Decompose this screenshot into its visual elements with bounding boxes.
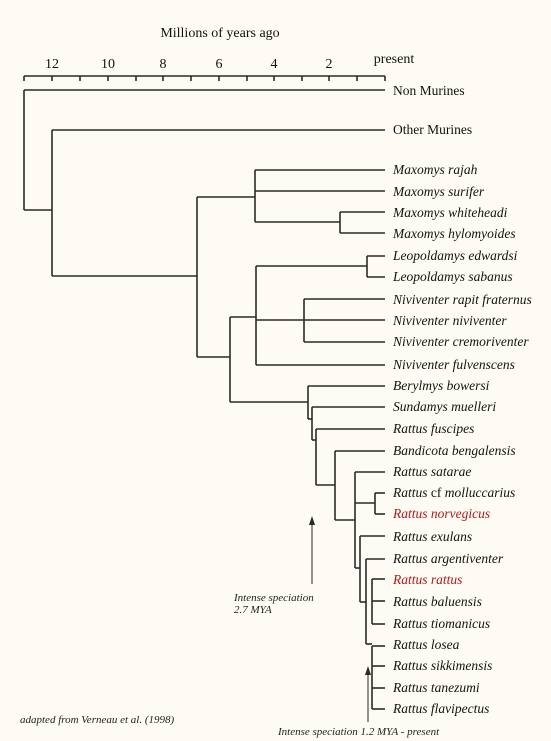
source-credit: adapted from Verneau et al. (1998)	[20, 714, 175, 726]
taxon-label-rattus-baluensis: Rattus baluensis	[392, 594, 482, 609]
speciation-note-1-line1: Intense speciation	[233, 592, 314, 604]
taxon-label-rattus-sikkimensis: Rattus sikkimensis	[392, 658, 492, 673]
taxon-label-rattus-losea: Rattus losea	[392, 637, 460, 652]
speciation-note-2: Intense speciation 1.2 MYA - present	[277, 726, 440, 738]
taxon-label-rattus-rattus: Rattus rattus	[392, 572, 462, 587]
time-axis: Millions of years ago 12 10 8 6 4 2 present	[23, 26, 415, 81]
taxon-label-rattus-exulans: Rattus exulans	[392, 529, 472, 544]
tick-label: 10	[101, 57, 115, 72]
tree-branches	[23, 89, 385, 710]
taxon-label-non-murines: Non Murines	[393, 83, 465, 98]
taxon-label-sundamys-muelleri: Sundamys muelleri	[393, 399, 496, 414]
taxon-label-other-murines: Other Murines	[393, 122, 472, 137]
tick-label: 8	[160, 57, 167, 72]
taxon-label-rattus-tanezumi: Rattus tanezumi	[392, 680, 480, 695]
taxon-label-niviventer-rapit-fraternus: Niviventer rapit fraternus	[392, 292, 532, 307]
taxon-label-rattus-tiomanicus: Rattus tiomanicus	[392, 616, 490, 631]
taxon-label-berylmys-bowersi: Berylmys bowersi	[393, 378, 490, 393]
taxon-label-niviventer-cremoriventer: Niviventer cremoriventer	[392, 334, 529, 349]
speciation-arrow-2	[365, 666, 371, 722]
taxon-label-niviventer-fulvenscens: Niviventer fulvenscens	[392, 357, 515, 372]
taxon-label-rattus-cf-molluccarius: Rattus cf molluccarius	[392, 485, 515, 500]
taxon-label-rattus-satarae: Rattus satarae	[392, 464, 471, 479]
speciation-arrow-1	[309, 516, 315, 584]
speciation-note-1-line2: 2.7 MYA	[234, 604, 272, 616]
tick-label: 12	[45, 57, 59, 72]
tick-label: 4	[271, 57, 278, 72]
taxon-label-leopoldamys-edwardsi: Leopoldamys edwardsi	[392, 248, 518, 263]
taxon-label-rattus-norvegicus: Rattus norvegicus	[392, 506, 490, 521]
taxon-label-rattus-fuscipes: Rattus fuscipes	[392, 421, 474, 436]
taxon-label-rattus-flavipectus: Rattus flavipectus	[392, 701, 489, 716]
taxon-label-rattus-argentiventer: Rattus argentiventer	[392, 551, 504, 566]
taxon-label-maxomys-hylomyoides: Maxomys hylomyoides	[392, 226, 516, 241]
tick-label: 6	[216, 57, 223, 72]
taxon-labels: Non Murines Other Murines Maxomys rajah Max…	[392, 83, 532, 716]
axis-title: Millions of years ago	[160, 26, 279, 41]
axis-present-label: present	[374, 52, 415, 67]
taxon-label-leopoldamys-sabanus: Leopoldamys sabanus	[392, 269, 513, 284]
taxon-label-maxomys-rajah: Maxomys rajah	[392, 162, 478, 177]
taxon-label-maxomys-whiteheadi: Maxomys whiteheadi	[392, 205, 508, 220]
taxon-label-maxomys-surifer: Maxomys surifer	[392, 184, 485, 199]
tick-label: 2	[326, 57, 333, 72]
taxon-label-bandicota-bengalensis: Bandicota bengalensis	[393, 443, 516, 458]
taxon-label-niviventer-niviventer: Niviventer niviventer	[392, 313, 507, 328]
